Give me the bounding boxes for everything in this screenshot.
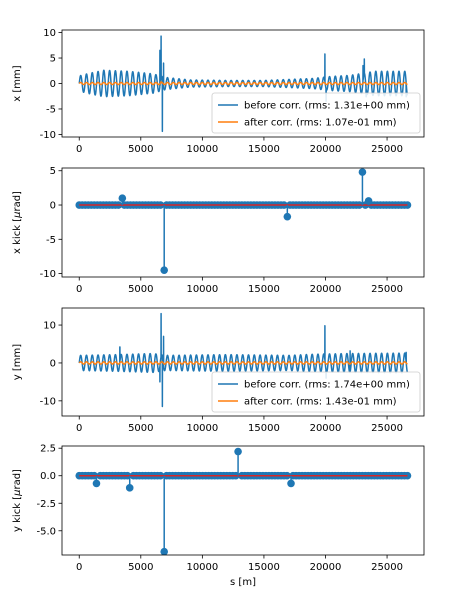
x-tick-label: 0 <box>76 144 82 155</box>
plot-area <box>75 447 412 555</box>
x-tick-label: 25000 <box>371 284 403 295</box>
y-axis-label-suffix: rad] <box>12 469 23 490</box>
kick-marker <box>160 547 168 555</box>
x-tick-label: 5000 <box>128 284 153 295</box>
x-tick-label: 5000 <box>128 144 153 155</box>
y-axis-label-prefix: x kick [ <box>12 218 23 254</box>
corrector-point <box>403 201 412 209</box>
x-tick-label: 25000 <box>371 144 403 155</box>
y-axis-label-prefix: y kick [ <box>12 496 23 532</box>
y-tick-label: -2.5 <box>36 499 56 510</box>
y-orbit-panel: 0 5000 10000 15000 20000 25000 -10 0 10 y [mm] bef… <box>12 307 425 434</box>
series-line-before <box>78 35 409 133</box>
x-tick-label: 15000 <box>248 144 280 155</box>
y-axis-label-unit: μ <box>12 212 23 219</box>
y-tick-label: -5 <box>46 235 56 246</box>
legend-label-before: before corr. (rms: 1.31e+00 mm) <box>244 101 410 112</box>
kick-marker <box>364 197 373 205</box>
y-tick-label: 0 <box>50 79 56 90</box>
kick-marker <box>160 266 168 274</box>
x-tick-label: 5000 <box>128 562 153 573</box>
kick-marker <box>234 447 242 456</box>
series-line-after <box>78 361 409 365</box>
x-axis-label: s [m] <box>230 577 256 588</box>
x-orbit-panel: 0 5000 10000 15000 20000 25000 -10 -5 0 5 10 x [mm]… <box>12 28 425 155</box>
kick-marker <box>118 194 127 202</box>
x-tick-label: 0 <box>76 284 82 295</box>
axes-frame <box>61 307 425 417</box>
y-axis-label: y kick [μrad] <box>12 469 23 532</box>
x-tick-label: 20000 <box>310 423 342 434</box>
legend-label-after: after corr. (rms: 1.43e-01 mm) <box>244 397 397 408</box>
x-tick-label: 5000 <box>128 423 153 434</box>
y-axis-label-unit: μ <box>12 490 23 497</box>
x-tick-label: 20000 <box>310 144 342 155</box>
x-tick-label: 25000 <box>371 562 403 573</box>
y-tick-label: -5.0 <box>36 526 56 537</box>
y-tick-label: 0 <box>50 358 56 369</box>
x-tick-label: 0 <box>76 562 82 573</box>
plot-area <box>75 168 412 274</box>
x-tick-label: 10000 <box>186 284 218 295</box>
x-tick-label: 10000 <box>186 562 218 573</box>
legend: before corr. (rms: 1.31e+00 mm) after cor… <box>211 92 421 134</box>
x-tick-label: 20000 <box>310 284 342 295</box>
plot-area <box>78 312 409 408</box>
series-line-before <box>78 312 409 408</box>
x-tick-label: 15000 <box>248 284 280 295</box>
y-tick-label: 2.5 <box>40 444 56 455</box>
kick-marker <box>287 479 295 488</box>
axes-frame <box>61 167 425 278</box>
legend-box <box>211 92 421 134</box>
legend-box <box>211 371 421 413</box>
corrector-point <box>403 471 412 480</box>
x-tick-label: 10000 <box>186 423 218 434</box>
plot-area <box>78 35 409 133</box>
y-tick-label: 5 <box>50 166 56 177</box>
y-tick-label: -10 <box>40 396 56 407</box>
y-tick-label: -10 <box>40 269 56 280</box>
y-axis-label: x [mm] <box>12 65 23 101</box>
kick-marker <box>92 479 101 488</box>
x-tick-label: 20000 <box>310 562 342 573</box>
y-axis-label: y [mm] <box>12 344 23 380</box>
y-tick-label: 0.0 <box>40 471 56 482</box>
y-tick-label: 10 <box>43 28 56 39</box>
y-kick-panel: 0 5000 10000 15000 20000 25000 -5.0 -2.5 0.0 2.5 y… <box>12 444 425 588</box>
x-tick-label: 15000 <box>248 562 280 573</box>
x-kick-panel: 0 5000 10000 15000 20000 25000 -10 -5 0 5 x kick [… <box>12 166 425 295</box>
x-tick-label: 0 <box>76 423 82 434</box>
y-axis-label: x kick [μrad] <box>12 191 23 254</box>
kick-marker <box>358 168 367 176</box>
y-tick-label: 0 <box>50 201 56 212</box>
kick-marker <box>125 484 134 492</box>
legend-label-before: before corr. (rms: 1.74e+00 mm) <box>244 380 410 391</box>
x-tick-label: 25000 <box>371 423 403 434</box>
y-tick-label: -10 <box>40 130 56 141</box>
kick-marker <box>283 212 292 221</box>
series-line-after <box>78 80 409 86</box>
y-tick-label: 10 <box>43 321 56 332</box>
legend: before corr. (rms: 1.74e+00 mm) after cor… <box>211 371 421 413</box>
x-tick-label: 15000 <box>248 423 280 434</box>
y-tick-label: 5 <box>50 54 56 65</box>
y-axis-label-suffix: rad] <box>12 191 23 212</box>
x-tick-label: 10000 <box>186 144 218 155</box>
axes-frame <box>61 445 425 556</box>
legend-label-after: after corr. (rms: 1.07e-01 mm) <box>244 118 397 129</box>
y-tick-label: -5 <box>46 104 56 115</box>
